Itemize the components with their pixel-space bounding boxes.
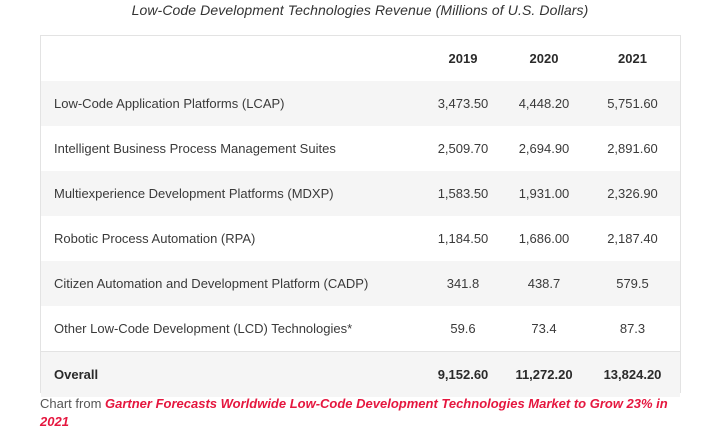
table-row: Other Low-Code Development (LCD) Technol… [41, 306, 680, 352]
revenue-table-container: 2019 2020 2021 Low-Code Application Plat… [40, 35, 681, 397]
row-label: Other Low-Code Development (LCD) Technol… [54, 321, 353, 336]
column-header-2020: 2020 [529, 51, 559, 66]
row-label: Low-Code Application Platforms (LCAP) [54, 96, 285, 111]
row-label: Robotic Process Automation (RPA) [54, 231, 256, 246]
row-label: Citizen Automation and Development Platf… [54, 276, 369, 291]
revenue-table: 2019 2020 2021 Low-Code Application Plat… [41, 36, 680, 397]
cell-2021: 2,891.60 [607, 141, 658, 156]
total-2021: 13,824.20 [585, 351, 680, 397]
cell-2019: 3,473.50 [437, 96, 489, 111]
column-header-technology [41, 36, 423, 81]
cell-2020: 1,931.00 [518, 186, 570, 201]
cell-2020: 1,686.00 [518, 231, 570, 246]
row-label: Multiexperience Development Platforms (M… [54, 186, 334, 201]
cell-2021: 2,187.40 [607, 231, 658, 246]
table-row: Citizen Automation and Development Platf… [41, 261, 680, 306]
cell-2020: 2,694.90 [518, 141, 570, 156]
column-header-2019: 2019 [448, 51, 478, 66]
table-row: Multiexperience Development Platforms (M… [41, 171, 680, 216]
total-2020: 11,272.20 [503, 351, 585, 397]
total-2019: 9,152.60 [423, 351, 503, 397]
cell-2019: 2,509.70 [437, 141, 489, 156]
row-label: Intelligent Business Process Management … [54, 141, 336, 156]
cell-2019: 1,583.50 [437, 186, 489, 201]
cell-2020: 438.7 [527, 276, 561, 291]
table-row: Low-Code Application Platforms (LCAP) 3,… [41, 81, 680, 126]
source-link[interactable]: Gartner Forecasts Worldwide Low-Code Dev… [40, 396, 668, 429]
caption-prefix: Chart from [40, 396, 106, 411]
table-total-row: Overall 9,152.60 11,272.20 13,824.20 [41, 351, 680, 397]
total-label: Overall [41, 351, 423, 397]
table-row: Robotic Process Automation (RPA) 1,184.5… [41, 216, 680, 261]
table-title: Low-Code Development Technologies Revenu… [131, 2, 589, 18]
cell-2021: 2,326.90 [607, 186, 658, 201]
cell-2021: 579.5 [616, 276, 649, 291]
cell-2020: 73.4 [531, 321, 557, 336]
source-caption: Chart from Gartner Forecasts Worldwide L… [40, 395, 690, 431]
cell-2021: 5,751.60 [607, 96, 658, 111]
cell-2019: 341.8 [446, 276, 480, 291]
cell-2019: 1,184.50 [437, 231, 489, 246]
cell-2020: 4,448.20 [518, 96, 570, 111]
cell-2019: 59.6 [450, 321, 476, 336]
column-header-2021: 2021 [618, 51, 647, 66]
cell-2021: 87.3 [619, 321, 646, 336]
table-header-row: 2019 2020 2021 [41, 36, 680, 81]
table-row: Intelligent Business Process Management … [41, 126, 680, 171]
